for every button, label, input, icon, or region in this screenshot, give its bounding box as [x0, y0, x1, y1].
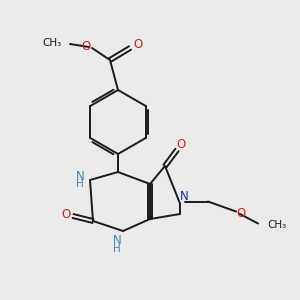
- Text: N: N: [76, 169, 84, 182]
- Text: N: N: [112, 235, 122, 248]
- Text: H: H: [76, 179, 84, 189]
- Text: O: O: [61, 208, 70, 220]
- Text: O: O: [176, 139, 186, 152]
- Text: CH₃: CH₃: [267, 220, 286, 230]
- Text: N: N: [180, 190, 188, 203]
- Text: CH₃: CH₃: [43, 38, 62, 48]
- Text: O: O: [134, 38, 142, 52]
- Text: O: O: [81, 40, 91, 53]
- Text: O: O: [236, 207, 246, 220]
- Text: H: H: [113, 244, 121, 254]
